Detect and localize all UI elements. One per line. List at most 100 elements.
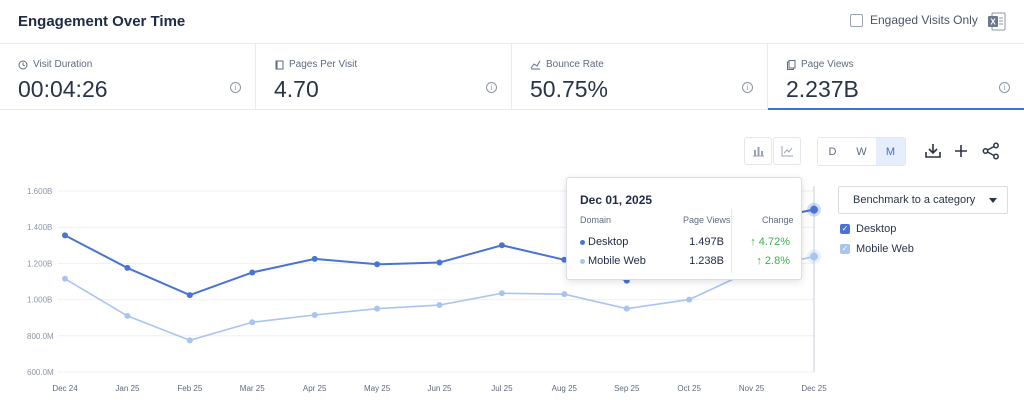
info-icon[interactable]: i	[742, 82, 753, 93]
data-point[interactable]	[374, 261, 381, 268]
x-tick-label: Jun 25	[427, 384, 452, 393]
granularity-selector: D W M	[817, 137, 906, 166]
page-views-icon	[787, 59, 796, 70]
tooltip-col-domain: Domain	[580, 215, 612, 225]
engaged-visits-checkbox[interactable]	[850, 13, 863, 27]
section-header: Engagement Over Time Engaged Visits Only…	[0, 0, 1024, 44]
bounce-icon	[530, 60, 541, 69]
excel-icon[interactable]: X	[987, 12, 1006, 31]
chevron-down-icon	[989, 198, 997, 203]
page-title: Engagement Over Time	[18, 13, 186, 30]
y-tick-label: 1.000B	[27, 296, 52, 305]
x-tick-label: May 25	[364, 384, 391, 393]
data-point[interactable]	[498, 242, 505, 249]
data-point[interactable]	[186, 292, 193, 299]
metric-value: 4.70	[274, 76, 319, 102]
data-point[interactable]	[124, 312, 131, 319]
data-point[interactable]	[249, 319, 256, 326]
x-tick-label: Aug 25	[552, 384, 578, 393]
metric-pages-per-visit[interactable]: Pages Per Visit 4.70 i	[256, 44, 512, 110]
share-icon[interactable]	[981, 141, 1001, 161]
tooltip-date: Dec 01, 2025	[580, 193, 653, 207]
line-chart-button[interactable]	[773, 137, 801, 165]
data-point[interactable]	[810, 205, 818, 214]
data-point[interactable]	[62, 275, 68, 282]
line-chart-icon	[781, 146, 793, 157]
x-tick-label: Oct 25	[677, 384, 701, 393]
bar-chart-icon	[752, 147, 764, 157]
metric-value: 50.75%	[530, 76, 609, 102]
tooltip-col-change: Change	[762, 215, 794, 225]
metric-bounce-rate[interactable]: Bounce Rate 50.75% i	[512, 44, 768, 110]
y-tick-label: 800.0M	[27, 332, 54, 341]
x-tick-label: Jul 25	[491, 384, 513, 393]
info-icon[interactable]: i	[999, 82, 1010, 93]
data-point[interactable]	[436, 259, 443, 266]
data-point[interactable]	[124, 264, 131, 271]
chart-tooltip: Dec 01, 2025 Domain Page Views Change De…	[566, 177, 802, 280]
x-tick-label: Dec 24	[52, 384, 78, 393]
data-point[interactable]	[436, 302, 443, 309]
info-icon[interactable]: i	[486, 82, 497, 93]
x-axis: Dec 24 Jan 25 Feb 25 Mar 25 Apr 25 May 25 Jun …	[52, 384, 827, 393]
data-point[interactable]	[186, 337, 193, 344]
legend-item-mobile[interactable]: ✓ Mobile Web	[840, 243, 914, 255]
data-point[interactable]	[374, 305, 381, 312]
bar-chart-button[interactable]	[744, 137, 772, 165]
granularity-day[interactable]: D	[818, 138, 847, 165]
download-icon[interactable]	[923, 141, 943, 161]
metrics-bar: Visit Duration 00:04:26 i Pages Per Visi…	[0, 44, 1024, 110]
data-point[interactable]	[561, 291, 568, 298]
tooltip-change: ↑ 4.72%	[750, 236, 790, 248]
x-tick-label: Jan 25	[115, 384, 140, 393]
tooltip-row-desktop: Desktop 1.497B ↑ 4.72%	[580, 235, 796, 251]
metric-label: Visit Duration	[33, 59, 93, 70]
metric-value: 00:04:26	[18, 76, 108, 102]
check-icon[interactable]: ✓	[840, 244, 850, 254]
info-icon[interactable]: i	[230, 82, 241, 93]
legend-label: Mobile Web	[856, 243, 914, 255]
mobile-dot-icon	[580, 259, 585, 264]
tooltip-domain: Desktop	[588, 236, 629, 248]
data-point[interactable]	[810, 252, 818, 261]
metric-value: 2.237B	[786, 76, 859, 102]
metric-label: Page Views	[801, 59, 854, 70]
x-tick-label: Dec 25	[801, 384, 827, 393]
x-tick-label: Apr 25	[303, 384, 327, 393]
check-icon[interactable]: ✓	[840, 224, 850, 234]
y-tick-label: 600.0M	[27, 368, 54, 377]
metric-label: Bounce Rate	[546, 59, 604, 70]
x-tick-label: Mar 25	[240, 384, 265, 393]
data-point[interactable]	[561, 256, 568, 263]
granularity-week[interactable]: W	[847, 138, 876, 165]
svg-text:X: X	[990, 18, 996, 27]
tooltip-views: 1.238B	[689, 255, 724, 267]
metric-label: Pages Per Visit	[289, 59, 358, 70]
pages-icon	[275, 60, 284, 69]
data-point[interactable]	[249, 269, 256, 276]
x-tick-label: Nov 25	[739, 384, 765, 393]
x-tick-label: Feb 25	[177, 384, 202, 393]
y-tick-label: 1.400B	[27, 223, 52, 232]
metric-visit-duration[interactable]: Visit Duration 00:04:26 i	[0, 44, 256, 110]
tooltip-views: 1.497B	[689, 236, 724, 248]
benchmark-dropdown[interactable]: Benchmark to a category	[838, 186, 1008, 214]
granularity-month[interactable]: M	[876, 138, 905, 165]
engaged-visits-label: Engaged Visits Only	[870, 13, 978, 27]
engaged-visits-toggle[interactable]: Engaged Visits Only	[850, 13, 978, 27]
data-point[interactable]	[311, 311, 318, 318]
y-axis: 600.0M 800.0M 1.000B 1.200B 1.400B 1.600B	[27, 187, 54, 377]
legend-item-desktop[interactable]: ✓ Desktop	[840, 223, 896, 235]
data-point[interactable]	[623, 305, 630, 312]
data-point[interactable]	[311, 255, 318, 262]
data-point[interactable]	[498, 290, 505, 297]
tooltip-row-mobile: Mobile Web 1.238B ↑ 2.8%	[580, 254, 796, 270]
y-tick-label: 1.200B	[27, 259, 52, 268]
metric-page-views[interactable]: Page Views 2.237B i	[768, 44, 1024, 110]
data-point[interactable]	[686, 296, 693, 303]
chart-series	[62, 202, 821, 344]
benchmark-label: Benchmark to a category	[853, 194, 976, 206]
data-point[interactable]	[62, 232, 68, 239]
add-icon[interactable]	[951, 141, 971, 161]
tooltip-change: ↑ 2.8%	[756, 255, 790, 267]
